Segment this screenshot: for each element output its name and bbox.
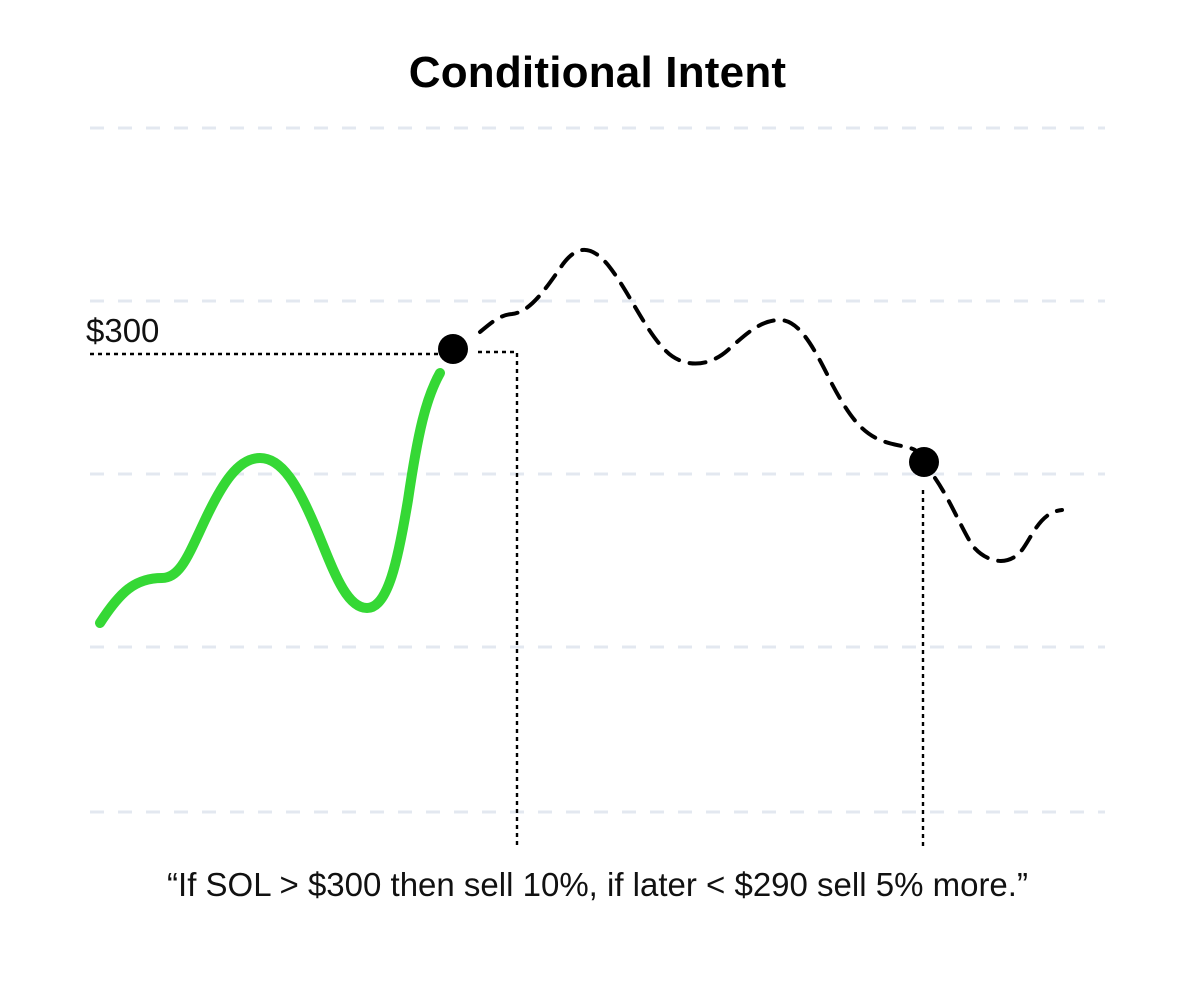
projected-price-line-segment-1: [478, 247, 917, 452]
guide-lines: [90, 350, 925, 848]
diagram-title: Conditional Intent: [408, 48, 787, 97]
projected-price-line-segment-2: [933, 476, 1064, 563]
trigger-marker-300: [438, 334, 468, 364]
price-300-label: $300: [86, 312, 160, 349]
intent-caption: “If SOL > $300 then sell 10%, if later <…: [167, 866, 1028, 903]
realized-price-line: [95, 368, 445, 628]
trigger-1-guide-line: [478, 350, 519, 848]
gridlines: [90, 126, 1105, 814]
trigger-marker-290: [909, 447, 939, 477]
